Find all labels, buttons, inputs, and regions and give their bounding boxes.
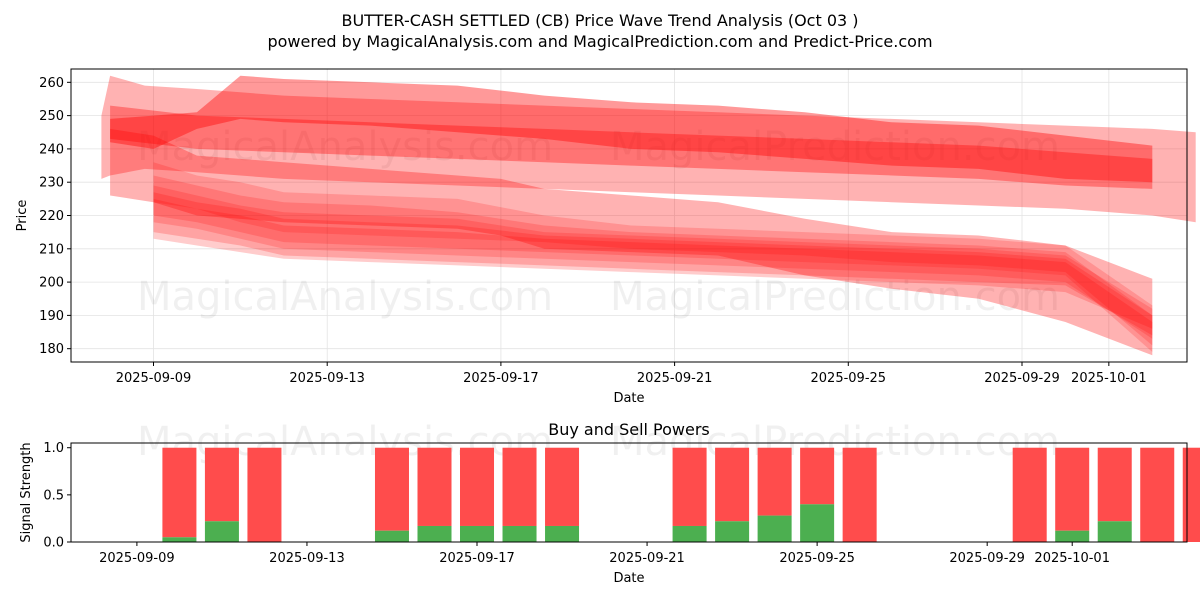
x-axis-label: Date <box>613 391 644 406</box>
x-tick-label: 2025-10-01 <box>1071 371 1147 386</box>
buy-power-bar <box>502 525 537 542</box>
x-tick-label: 2025-09-09 <box>99 551 175 566</box>
wave-band-upper-mid <box>110 75 1153 183</box>
buy-power-bar <box>162 537 197 542</box>
bar-chart-title: Buy and Sell Powers <box>548 420 710 439</box>
x-axis-label: Date <box>613 571 644 586</box>
y-tick-label: 180 <box>39 342 64 357</box>
wave-band-lower-wide <box>110 128 1153 356</box>
sell-power-bar <box>1012 447 1047 542</box>
y-tick-label: 250 <box>39 109 64 124</box>
sell-power-bar <box>545 447 580 526</box>
x-tick-label: 2025-09-29 <box>984 371 1060 386</box>
watermark-text: MagicalAnalysis.com <box>137 274 553 320</box>
wave-band-lower-d <box>153 192 1153 336</box>
x-tick-label: 2025-09-25 <box>779 551 855 566</box>
buy-power-bar <box>545 525 580 542</box>
buy-power-bar <box>757 515 792 542</box>
buy-sell-power-plot: MagicalAnalysis.com MagicalPrediction.com… <box>19 419 1200 586</box>
y-tick-label: 190 <box>39 309 64 324</box>
wave-band-lower-e <box>153 198 1153 329</box>
buy-power-bar <box>715 521 750 542</box>
buy-power-bar <box>800 504 835 542</box>
y-tick-label: 260 <box>39 76 64 91</box>
sell-power-bar <box>800 447 835 505</box>
x-tick-label: 2025-09-25 <box>811 371 887 386</box>
y-tick-label: 210 <box>39 242 64 257</box>
sell-power-bar <box>502 447 537 526</box>
y-tick-label: 0.5 <box>43 488 64 503</box>
y-tick-label: 0.0 <box>43 536 64 551</box>
chart-title: BUTTER-CASH SETTLED (CB) Price Wave Tren… <box>341 11 858 30</box>
buy-power-bar <box>460 525 495 542</box>
buy-power-bar <box>204 521 239 542</box>
watermark-text: MagicalPrediction.com <box>610 124 1060 170</box>
y-tick-label: 240 <box>39 142 64 157</box>
y-axis-label: Signal Strength <box>19 442 34 542</box>
x-tick-label: 2025-09-29 <box>949 551 1025 566</box>
sell-power-bar <box>417 447 452 526</box>
sell-power-bar <box>1140 447 1175 542</box>
x-tick-label: 2025-09-21 <box>637 371 713 386</box>
sell-power-bar <box>1055 447 1090 531</box>
wave-band-upper-core <box>110 105 1153 189</box>
sell-power-bar <box>757 447 792 516</box>
x-tick-label: 2025-09-21 <box>609 551 685 566</box>
sell-power-bar <box>247 447 282 542</box>
price-wave-plot: MagicalAnalysis.com MagicalPrediction.com… <box>15 68 1196 406</box>
buy-power-bar <box>374 530 409 542</box>
sell-power-bar <box>715 447 750 522</box>
x-tick-label: 2025-09-17 <box>463 371 539 386</box>
sell-power-bar <box>1182 447 1200 542</box>
chart-subtitle: powered by MagicalAnalysis.com and Magic… <box>267 32 932 51</box>
buy-power-bar <box>1097 521 1132 542</box>
sell-power-bar <box>842 447 877 542</box>
buy-power-bar <box>1055 530 1090 542</box>
sell-power-bar <box>672 447 707 526</box>
sell-power-bar <box>204 447 239 522</box>
wave-band-lower-b <box>153 175 1153 352</box>
y-tick-label: 230 <box>39 176 64 191</box>
buy-power-bar <box>417 525 452 542</box>
bar-plot-frame <box>70 442 1188 543</box>
sell-power-bar <box>460 447 495 526</box>
y-tick-label: 1.0 <box>43 441 64 456</box>
x-tick-label: 2025-09-13 <box>269 551 345 566</box>
wave-band-upper-wide <box>101 75 1196 223</box>
x-tick-label: 2025-10-01 <box>1034 551 1110 566</box>
buy-power-bar <box>672 525 707 542</box>
y-tick-label: 200 <box>39 276 64 291</box>
x-tick-label: 2025-09-17 <box>439 551 515 566</box>
x-tick-label: 2025-09-13 <box>289 371 365 386</box>
x-tick-label: 2025-09-09 <box>116 371 192 386</box>
y-axis-label: Price <box>15 200 30 232</box>
sell-power-bar <box>162 447 197 538</box>
sell-power-bar <box>1097 447 1132 522</box>
wave-band-lower-c <box>153 185 1153 339</box>
y-tick-label: 220 <box>39 209 64 224</box>
watermark-text: MagicalAnalysis.com <box>137 124 553 170</box>
watermark-text: MagicalPrediction.com <box>610 274 1060 320</box>
sell-power-bar <box>374 447 409 531</box>
wave-band-lower-a <box>153 162 1153 346</box>
